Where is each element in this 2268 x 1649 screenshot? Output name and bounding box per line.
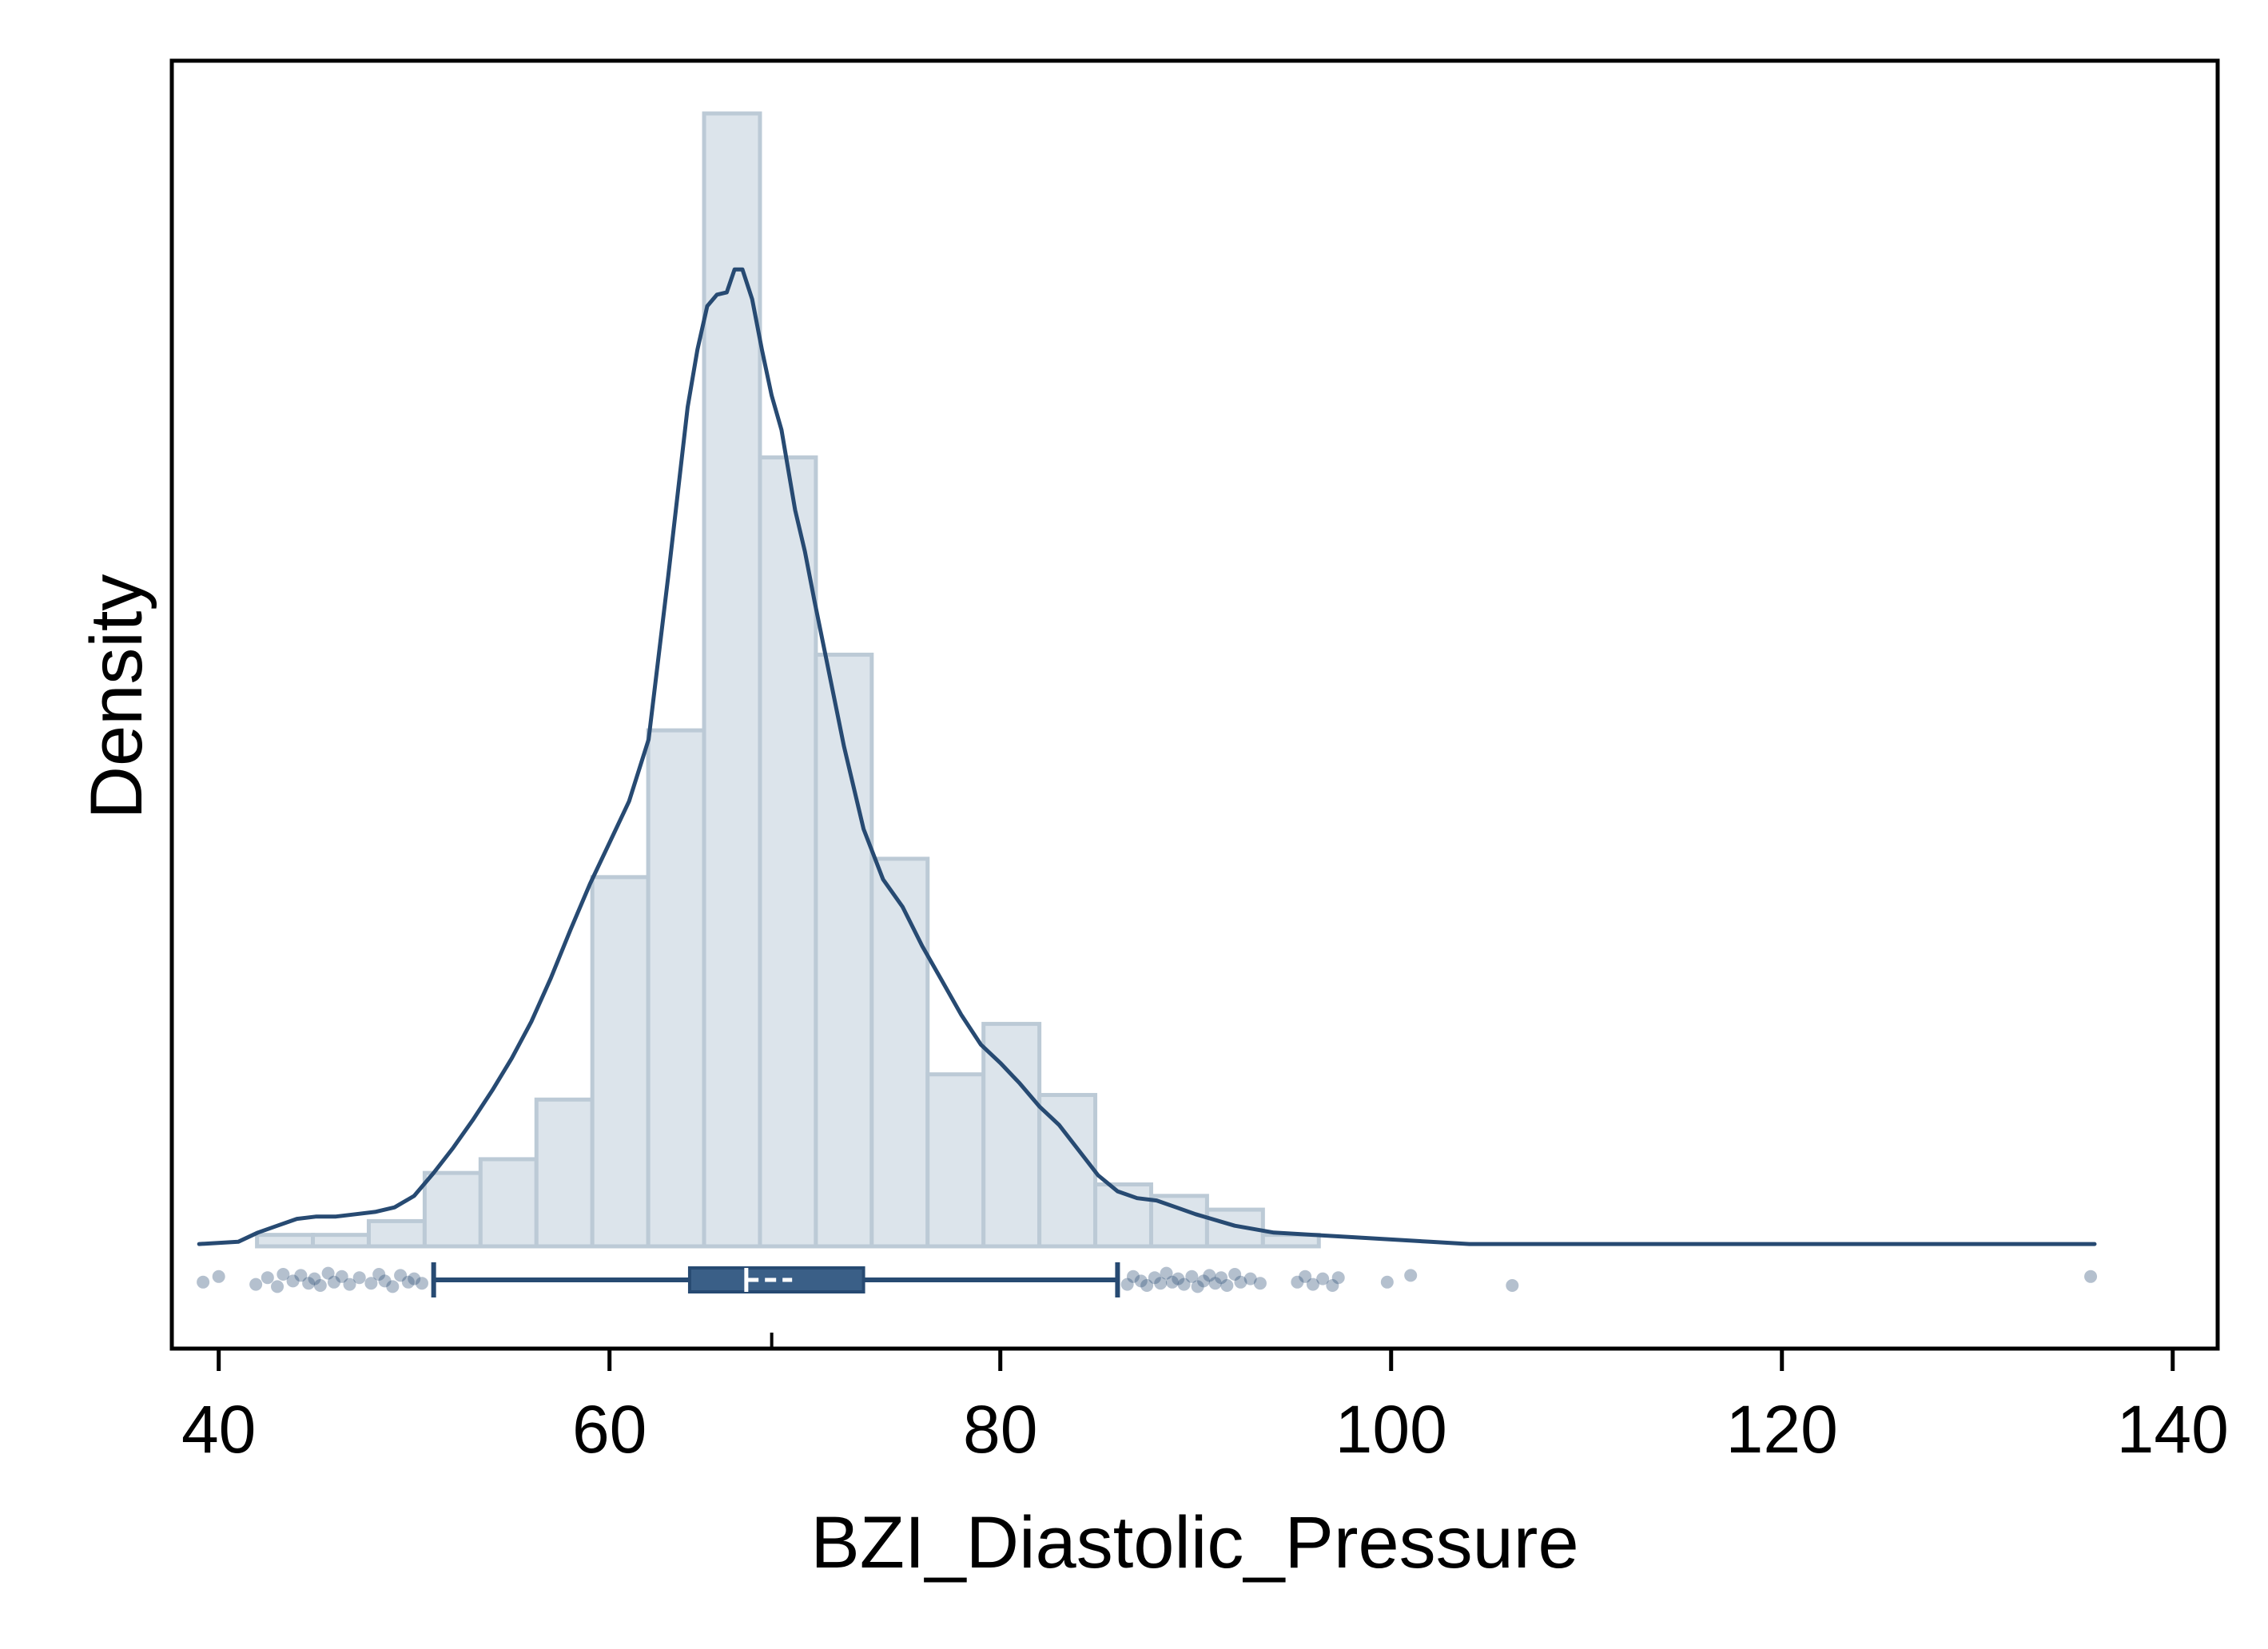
iqr-box — [687, 1266, 865, 1293]
outlier-point-30 — [1160, 1266, 1173, 1280]
density-curve — [197, 267, 2097, 1246]
outlier-point-3 — [261, 1271, 274, 1285]
histogram-bar-13 — [981, 1022, 1042, 1249]
outlier-point-42 — [1234, 1275, 1247, 1289]
outlier-point-24 — [1120, 1277, 1134, 1291]
box-plot — [431, 1262, 1120, 1349]
x-axis-label: BZI_Diastolic_Pressure — [810, 1502, 1578, 1583]
outlier-point-39 — [1215, 1271, 1228, 1285]
outlier-point-6 — [286, 1274, 300, 1288]
histogram-bar-9 — [758, 455, 818, 1249]
outlier-point-38 — [1208, 1277, 1222, 1290]
histogram-bar-7 — [646, 728, 706, 1249]
histogram-bar-8 — [702, 111, 762, 1249]
outlier-point-12 — [327, 1275, 340, 1289]
outlier-point-13 — [335, 1270, 348, 1283]
outlier-point-34 — [1185, 1270, 1199, 1283]
outlier-point-4 — [271, 1280, 284, 1293]
outlier-point-37 — [1203, 1269, 1216, 1282]
outlier-point-9 — [308, 1272, 321, 1285]
outlier-point-11 — [321, 1266, 335, 1280]
outlier-point-18 — [378, 1274, 392, 1288]
outlier-point-54 — [2084, 1270, 2098, 1283]
outlier-point-26 — [1134, 1274, 1148, 1288]
x-tick-label-100: 100 — [1335, 1392, 1447, 1467]
outlier-point-15 — [352, 1271, 366, 1285]
outlier-point-16 — [364, 1277, 378, 1290]
outlier-point-10 — [313, 1279, 327, 1292]
outlier-point-20 — [394, 1269, 408, 1282]
outlier-point-32 — [1172, 1272, 1185, 1285]
outlier-point-44 — [1253, 1277, 1267, 1290]
outlier-point-53 — [1506, 1279, 1519, 1292]
outlier-point-8 — [302, 1277, 316, 1290]
histogram-bar-2 — [366, 1218, 427, 1249]
outlier-point-22 — [408, 1272, 421, 1285]
histogram-bar-0 — [255, 1233, 316, 1249]
x-axis: 40 60 80 100 120 140 — [181, 1349, 2229, 1467]
outlier-point-28 — [1148, 1271, 1161, 1285]
outlier-point-52 — [1404, 1269, 1418, 1282]
outlier-point-21 — [401, 1275, 415, 1289]
x-tick-label-140: 140 — [2117, 1392, 2229, 1467]
outlier-point-50 — [1331, 1271, 1345, 1285]
x-tick-label-80: 80 — [963, 1392, 1037, 1467]
outlier-point-47 — [1306, 1277, 1319, 1291]
outlier-point-5 — [277, 1268, 290, 1281]
outlier-point-17 — [372, 1268, 386, 1281]
outlier-point-35 — [1191, 1280, 1204, 1293]
outlier-point-2 — [249, 1277, 263, 1291]
outlier-point-25 — [1126, 1270, 1140, 1283]
histogram-bar-6 — [590, 875, 651, 1249]
histogram-bars — [255, 111, 1321, 1249]
outlier-point-7 — [294, 1269, 308, 1282]
x-tick-label-120: 120 — [1726, 1392, 1838, 1467]
histogram-bar-4 — [478, 1157, 539, 1249]
histogram-bar-3 — [422, 1170, 483, 1249]
outlier-point-45 — [1291, 1275, 1304, 1289]
density-curve-layer — [197, 267, 2097, 1246]
outlier-point-0 — [197, 1275, 210, 1289]
outlier-point-19 — [386, 1280, 400, 1293]
outlier-point-49 — [1326, 1279, 1339, 1292]
outlier-point-23 — [415, 1277, 428, 1290]
outlier-point-48 — [1316, 1272, 1330, 1285]
y-axis-label: Density — [76, 574, 157, 820]
outlier-point-43 — [1243, 1272, 1257, 1285]
outlier-point-51 — [1380, 1275, 1394, 1289]
histogram-bar-11 — [869, 856, 930, 1249]
outlier-point-33 — [1177, 1277, 1191, 1291]
outlier-point-29 — [1154, 1277, 1168, 1290]
x-tick-label-60: 60 — [572, 1392, 647, 1467]
outlier-point-1 — [212, 1270, 225, 1283]
outlier-point-36 — [1197, 1274, 1211, 1288]
histogram-bar-5 — [534, 1097, 595, 1249]
plot-frame — [169, 58, 2220, 1351]
histogram-bar-12 — [925, 1072, 986, 1249]
histogram-bar-1 — [311, 1233, 371, 1249]
outlier-point-14 — [343, 1277, 356, 1291]
x-tick-label-40: 40 — [181, 1392, 256, 1467]
outlier-point-40 — [1220, 1279, 1234, 1292]
histogram-bar-14 — [1037, 1093, 1098, 1249]
outlier-points — [197, 1266, 2098, 1293]
outlier-point-27 — [1140, 1279, 1154, 1292]
outlier-point-31 — [1165, 1275, 1179, 1289]
outlier-point-41 — [1228, 1268, 1242, 1281]
outlier-point-46 — [1299, 1270, 1312, 1283]
